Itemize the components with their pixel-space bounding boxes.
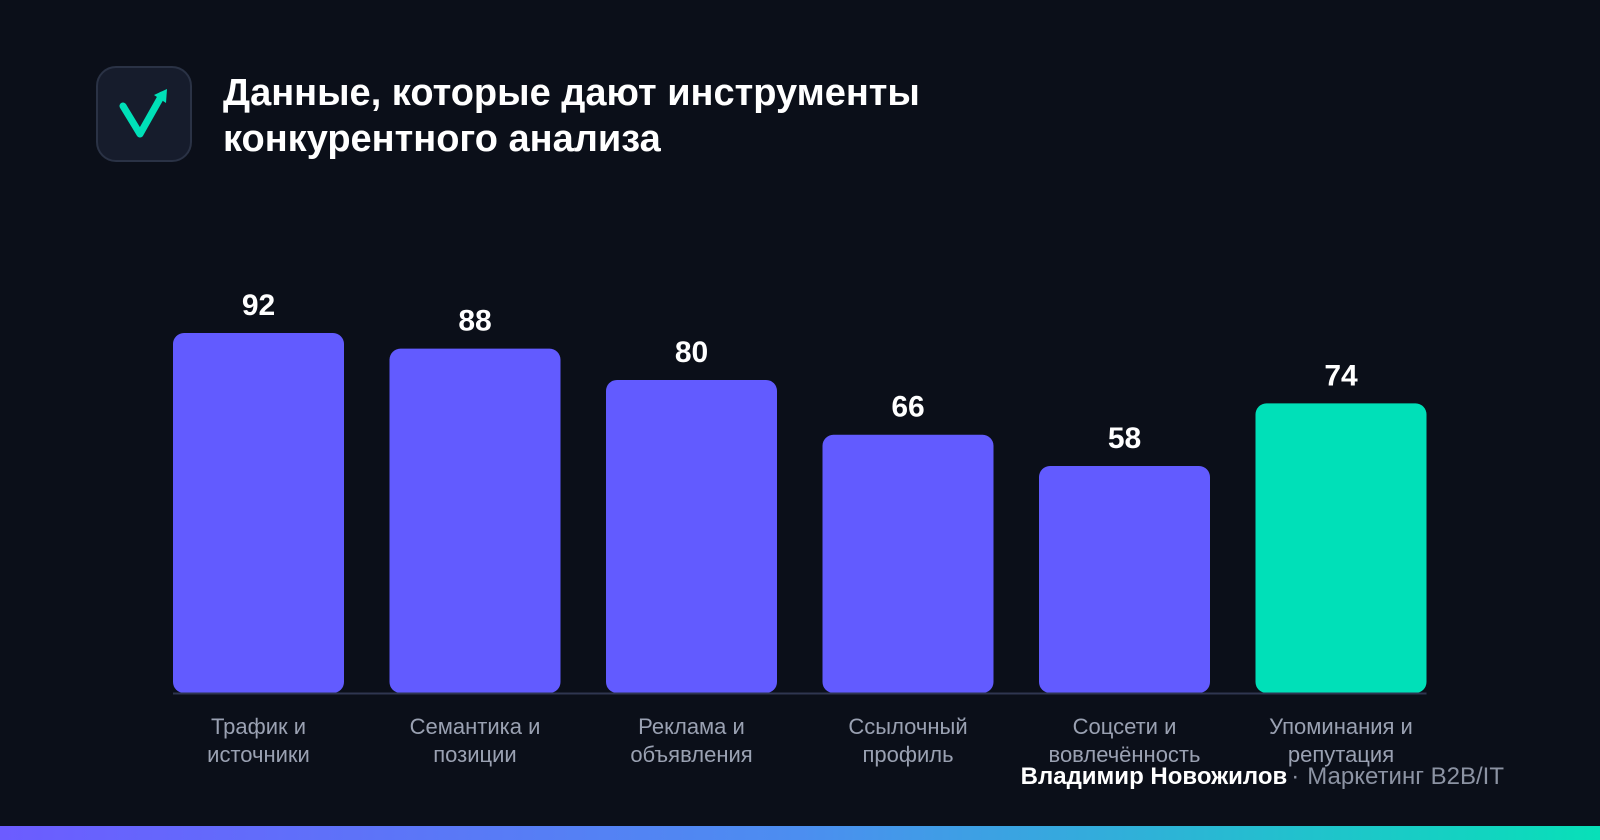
bar-5 [1039, 466, 1210, 693]
category-label-4-line-1: Ссылочный [848, 714, 967, 739]
bar-6 [1255, 403, 1427, 693]
footer-separator: · [1291, 763, 1300, 790]
value-label-6: 74 [1324, 359, 1358, 392]
title-line-2: конкурентного анализа [223, 118, 661, 160]
page-title: Данные, которые дают инструменты конкуре… [223, 70, 1123, 162]
bar-1 [173, 333, 344, 693]
category-label-3-line-2: объявления [630, 742, 752, 767]
bottom-gradient-bar [0, 826, 1600, 840]
bar-3 [606, 379, 777, 693]
category-label-4-line-2: профиль [862, 742, 953, 767]
category-label-5-line-1: Соцсети и [1073, 714, 1177, 739]
category-label-1-line-1: Трафик и [211, 714, 306, 739]
category-label-5-line-2: вовлечённость [1049, 742, 1201, 767]
title-line-1: Данные, которые дают инструменты [223, 72, 920, 114]
footer-tagline: Маркетинг B2B/IT [1307, 763, 1504, 790]
category-label-2-line-2: позиции [433, 742, 516, 767]
value-label-3: 80 [675, 336, 708, 369]
category-label-6-line-1: Упоминания и [1269, 714, 1413, 739]
footer-credit: Владимир Новожилов · Маркетинг B2B/IT [0, 760, 1504, 794]
bar-4 [822, 434, 994, 693]
value-label-2: 88 [458, 305, 491, 338]
value-label-4: 66 [891, 391, 924, 424]
bar-2 [389, 348, 561, 693]
author-name: Владимир Новожилов [1020, 763, 1288, 790]
bar-chart: 92 Трафик и источники 88 Семантика и позиции 8… [173, 289, 1427, 767]
brand-logo [96, 66, 192, 162]
check-arrow-icon [119, 89, 167, 138]
category-label-6-line-2: репутация [1288, 742, 1394, 767]
category-label-1-line-2: источники [207, 742, 310, 767]
value-label-1: 92 [242, 289, 275, 322]
category-label-2-line-1: Семантика и [410, 714, 541, 739]
category-label-3-line-1: Реклама и [638, 714, 745, 739]
value-label-5: 58 [1108, 422, 1141, 455]
